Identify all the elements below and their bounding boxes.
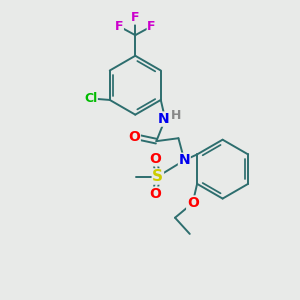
Text: F: F xyxy=(147,20,156,33)
Text: F: F xyxy=(115,20,123,33)
Text: N: N xyxy=(178,153,190,167)
Text: O: O xyxy=(187,196,199,210)
Text: O: O xyxy=(128,130,140,144)
Text: F: F xyxy=(131,11,140,24)
Text: N: N xyxy=(158,112,170,126)
Text: Cl: Cl xyxy=(84,92,97,105)
Text: O: O xyxy=(149,152,161,166)
Text: H: H xyxy=(171,109,182,122)
Text: O: O xyxy=(149,187,161,201)
Text: S: S xyxy=(152,169,163,184)
